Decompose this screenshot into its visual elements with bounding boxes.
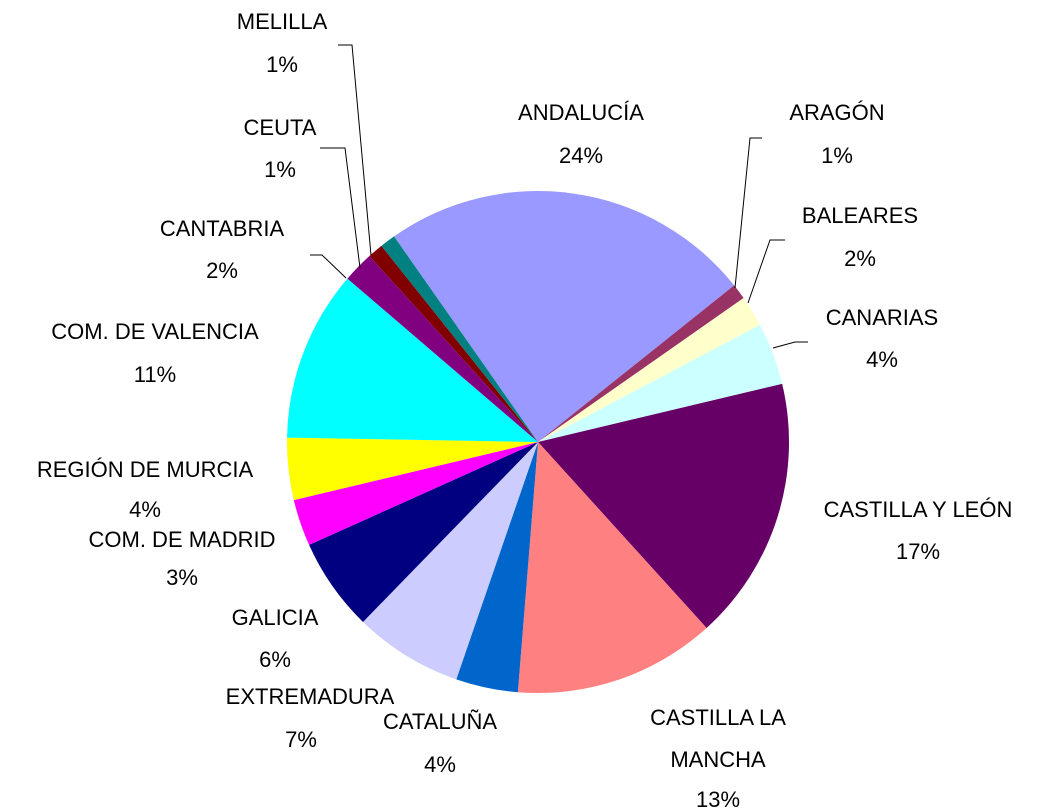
leader-line [747,239,785,304]
slice-value-label: 2% [844,246,876,271]
pie-slice [538,298,761,442]
slice-value-label: 4% [866,347,898,372]
slice-label: REGIÓN DE MURCIA [36,457,254,482]
pie-slice [287,278,538,442]
slice-value-label: 2% [206,258,238,283]
pie-slice [363,442,538,680]
slice-label: EXTREMADURA [225,684,395,709]
leader-line [734,137,762,289]
leader-line [772,341,808,349]
pie-slice [381,236,538,442]
pie-slice [538,285,744,442]
slice-value-label: 1% [821,143,853,168]
slice-label: COM. DE VALENCIA [51,319,259,344]
slice-label: CANTABRIA [159,216,285,241]
pie-slice [517,442,707,693]
leader-line [310,254,347,279]
slice-value-label: 11% [133,362,177,387]
pie-slice [369,245,538,442]
pie-slice [538,324,783,442]
slice-label: COM. DE MADRID [88,527,276,552]
pie-slice [394,191,735,442]
slice-value-label: 1% [264,157,296,182]
slice-label: GALICIA [231,605,319,630]
pie-slice [347,256,538,442]
slice-label: CANARIAS [825,305,939,330]
slice-value-label: 6% [259,647,291,672]
slice-value-label: 3% [166,565,198,590]
slice-label: CASTILLA Y LEÓN [823,497,1013,522]
pie-slice [287,437,538,501]
slice-label: CEUTA [243,115,317,140]
slice-label: CATALUÑA [382,709,498,734]
slice-value-label: 1% [266,52,298,77]
slice-label: CASTILLA LA MANCHA [650,705,786,772]
slice-value-label: 24% [558,143,604,168]
slice-value-label: 4% [424,752,456,777]
slice-value-label: 17% [895,539,941,564]
pie-slice [309,442,538,622]
leader-line [320,147,361,269]
slice-value-label: 7% [285,727,317,752]
slice-label: ARAGÓN [789,100,885,125]
pie-slice [456,442,538,693]
pie-slice [293,442,538,545]
pie-slice [538,383,789,628]
slice-label: ANDALUCÍA [518,100,644,125]
slice-value-label: 4% [129,497,161,522]
slice-label: MELILLA [236,9,328,34]
leader-line [338,44,372,256]
slice-value-label: 13% [695,787,741,811]
slice-label: BALEARES [801,203,919,228]
